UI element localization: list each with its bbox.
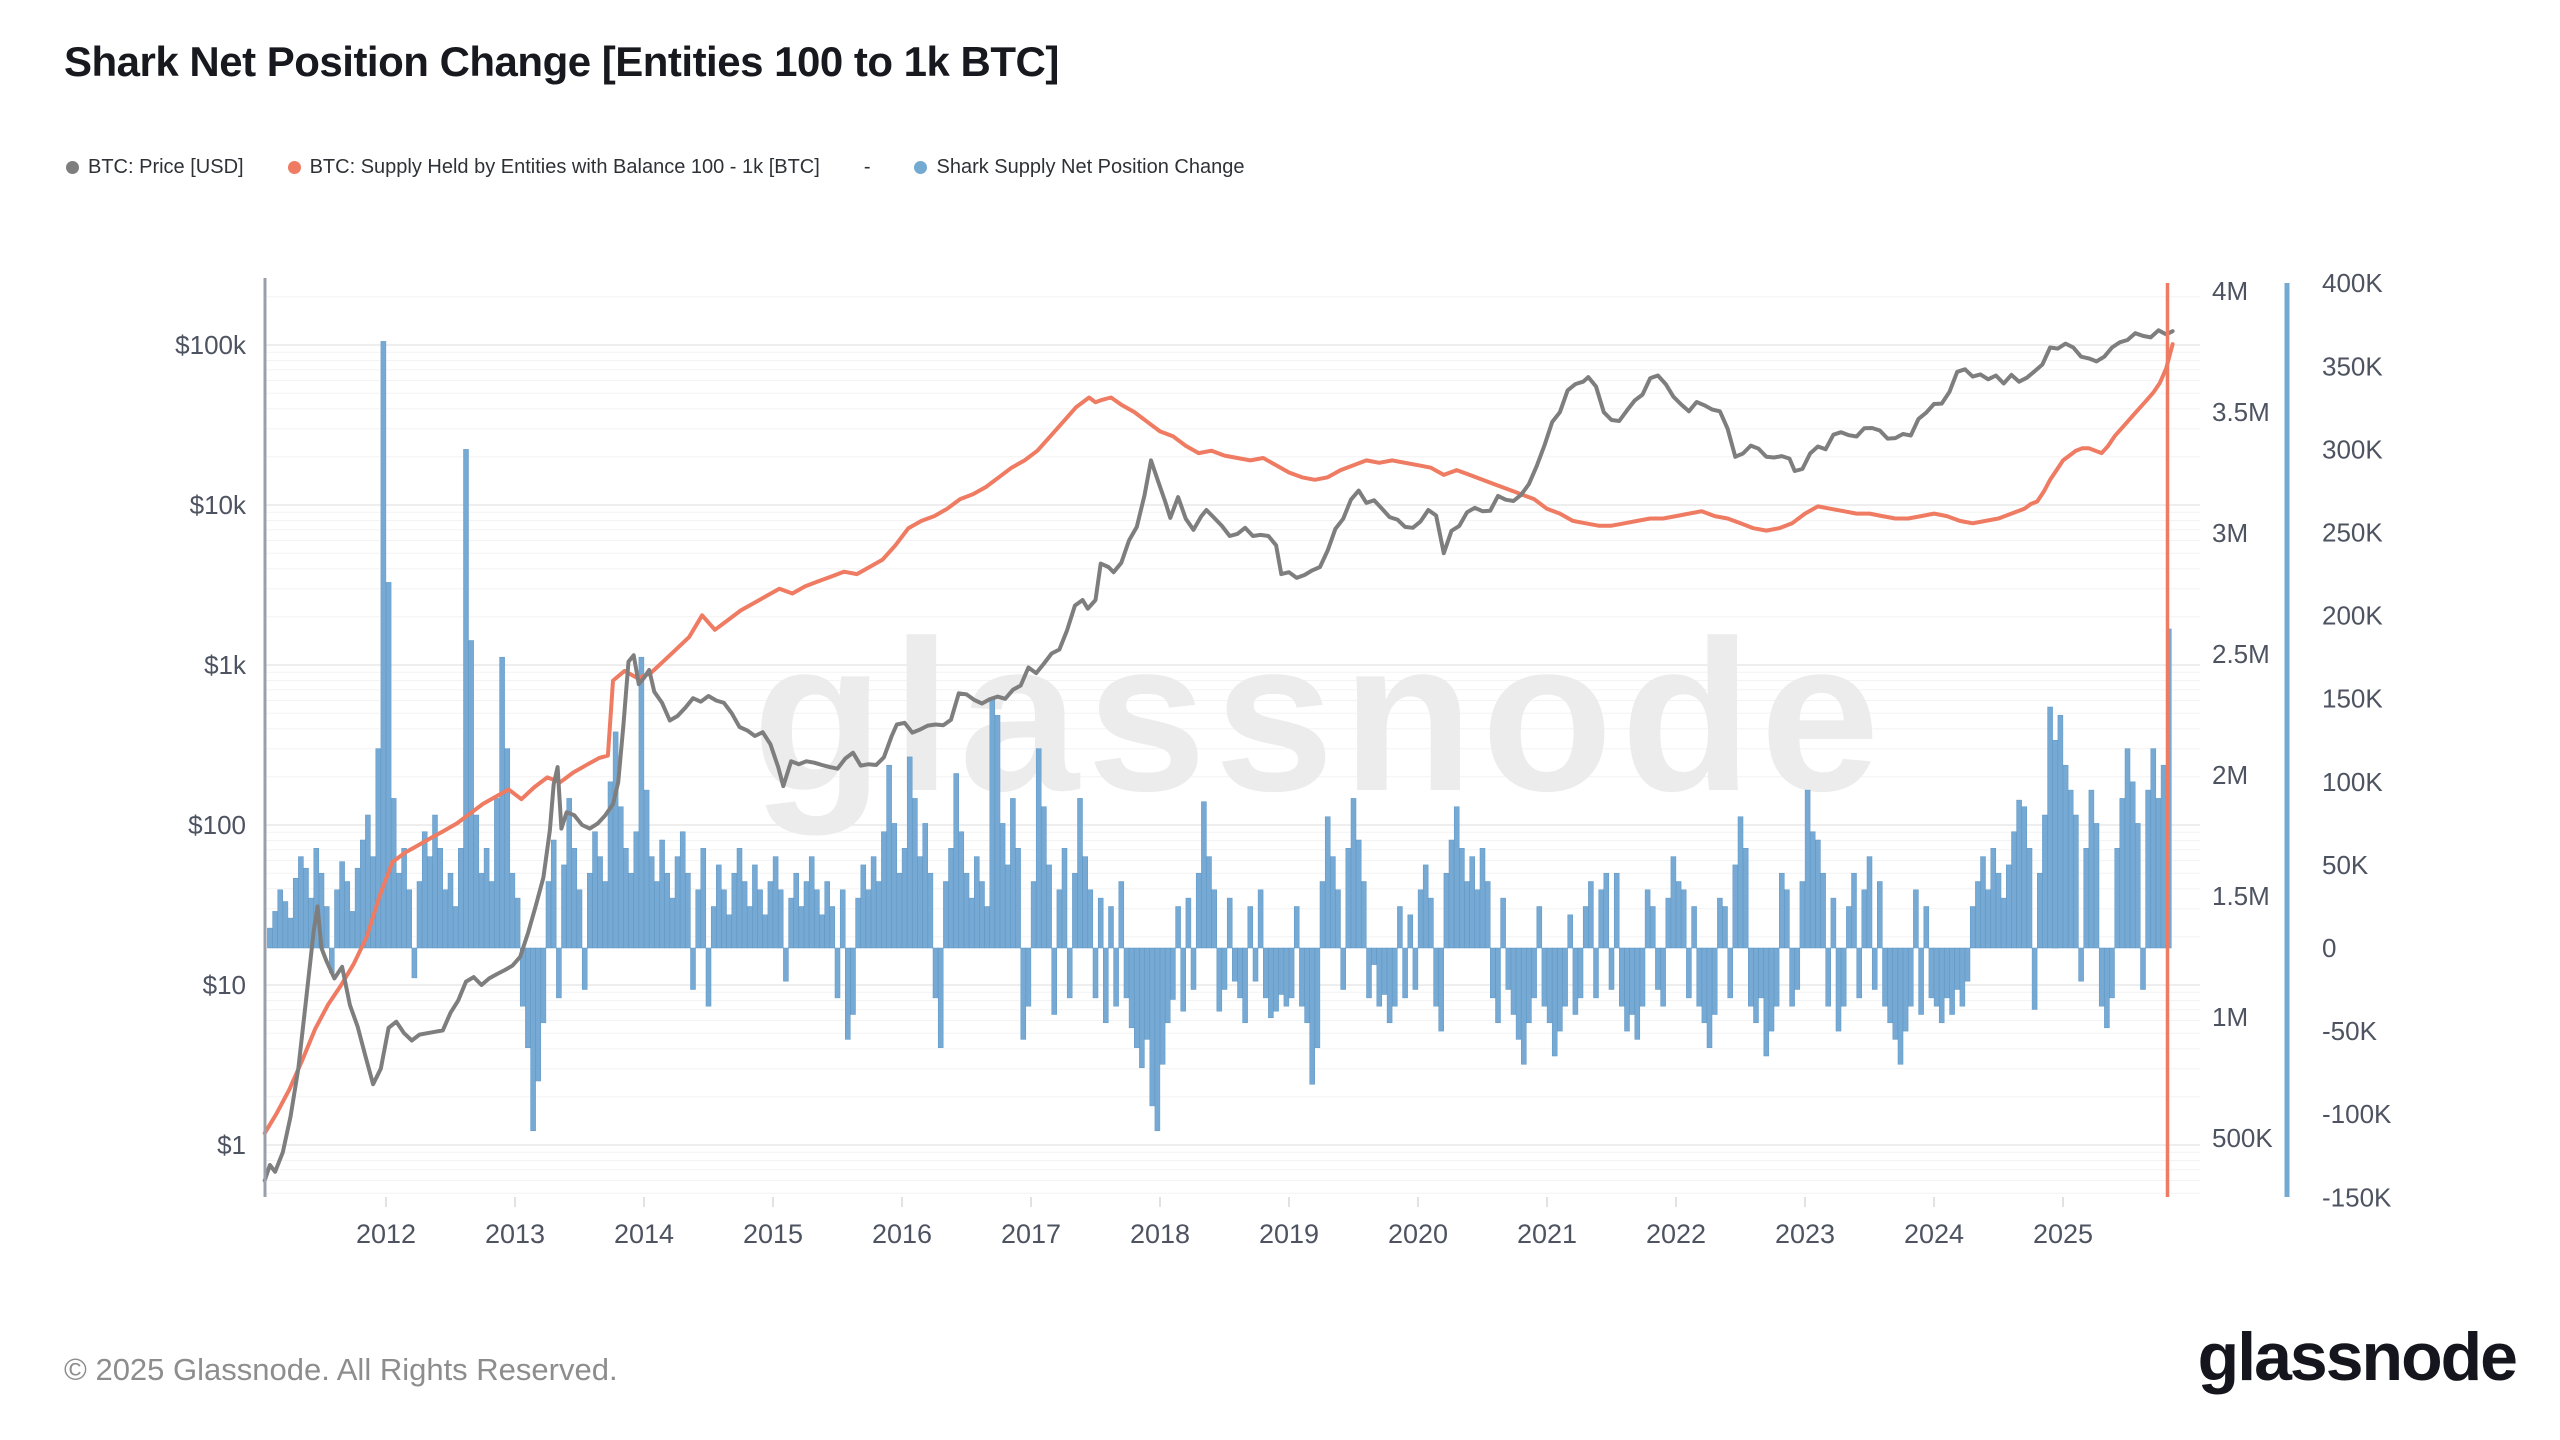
svg-text:2024: 2024: [1904, 1219, 1964, 1249]
svg-text:$1: $1: [217, 1130, 246, 1160]
legend-item-label: Shark Supply Net Position Change: [936, 156, 1245, 178]
svg-text:2023: 2023: [1775, 1219, 1835, 1249]
svg-text:2013: 2013: [485, 1219, 545, 1249]
svg-text:-50K: -50K: [2322, 1016, 2378, 1046]
legend-separator: -: [863, 156, 871, 178]
svg-text:2014: 2014: [614, 1219, 674, 1249]
svg-text:3M: 3M: [2212, 518, 2248, 548]
svg-text:2.5M: 2.5M: [2212, 639, 2270, 669]
svg-text:$100: $100: [188, 810, 246, 840]
svg-text:-100K: -100K: [2322, 1099, 2392, 1129]
watermark: glassnode: [752, 595, 1887, 836]
glassnode-logo: glassnode: [2197, 1319, 2518, 1395]
svg-text:250K: 250K: [2322, 518, 2383, 548]
supply-series-dot-icon: [287, 161, 301, 174]
svg-text:500K: 500K: [2212, 1123, 2273, 1153]
net-axis-labels: 400K 350K 300K 250K 200K 150K 100K 50K 0 -50K -100…: [2322, 268, 2392, 1212]
svg-text:2015: 2015: [743, 1219, 803, 1249]
legend-item-supply[interactable]: BTC: Supply Held by Entities with Balanc…: [287, 156, 820, 179]
supply-axis-labels: 4M 3.5M 3M 2.5M 2M 1.5M 1M 500K: [2212, 276, 2273, 1153]
legend-item-net-position[interactable]: Shark Supply Net Position Change: [914, 156, 1244, 179]
legend-item-label: BTC: Price [USD]: [88, 156, 244, 178]
copyright-text: © 2025 Glassnode. All Rights Reserved.: [64, 1352, 618, 1387]
year-axis-labels: 2012 2013 2014 2015 2016 2017 2018 2019 2020 2021…: [356, 1197, 2093, 1249]
price-axis-labels: $100k $10k $1k $100 $10 $1: [175, 330, 247, 1160]
svg-text:$1k: $1k: [204, 650, 247, 680]
svg-text:50K: 50K: [2322, 850, 2369, 880]
svg-text:2017: 2017: [1001, 1219, 1061, 1249]
svg-text:200K: 200K: [2322, 601, 2383, 631]
svg-text:400K: 400K: [2322, 268, 2383, 298]
svg-text:2025: 2025: [2033, 1219, 2093, 1249]
svg-text:2016: 2016: [872, 1219, 932, 1249]
svg-text:300K: 300K: [2322, 434, 2383, 464]
svg-text:2M: 2M: [2212, 760, 2248, 790]
svg-text:0: 0: [2322, 933, 2336, 963]
legend-item-label: BTC: Supply Held by Entities with Balanc…: [309, 156, 820, 178]
page-title: Shark Net Position Change [Entities 100 …: [64, 38, 1059, 85]
svg-text:1.5M: 1.5M: [2212, 881, 2270, 911]
price-series-dot-icon: [66, 161, 79, 174]
series-price-line[interactable]: [262, 328, 2175, 1183]
chart-legend: BTC: Price [USD] BTC: Supply Held by Ent…: [66, 156, 1288, 179]
svg-text:2022: 2022: [1646, 1219, 1706, 1249]
svg-text:-150K: -150K: [2322, 1182, 2392, 1212]
svg-text:2018: 2018: [1130, 1219, 1190, 1249]
svg-text:$100k: $100k: [175, 330, 247, 360]
gridlines: [265, 296, 2200, 1194]
svg-text:2019: 2019: [1259, 1219, 1319, 1249]
svg-text:4M: 4M: [2212, 276, 2248, 306]
svg-text:2021: 2021: [1517, 1219, 1577, 1249]
svg-text:2020: 2020: [1388, 1219, 1448, 1249]
series-supply-line[interactable]: [262, 342, 2175, 1136]
svg-text:350K: 350K: [2322, 351, 2383, 381]
net-position-series-dot-icon: [914, 161, 928, 174]
legend-item-price[interactable]: BTC: Price [USD]: [66, 156, 244, 179]
svg-text:100K: 100K: [2322, 767, 2383, 797]
svg-text:$10: $10: [203, 970, 246, 1000]
svg-text:$10k: $10k: [190, 490, 247, 520]
svg-text:2012: 2012: [356, 1219, 416, 1249]
series-net-position-change-bars[interactable]: [267, 341, 2172, 1132]
svg-text:150K: 150K: [2322, 684, 2383, 714]
svg-text:3.5M: 3.5M: [2212, 397, 2270, 427]
svg-text:1M: 1M: [2212, 1002, 2248, 1032]
